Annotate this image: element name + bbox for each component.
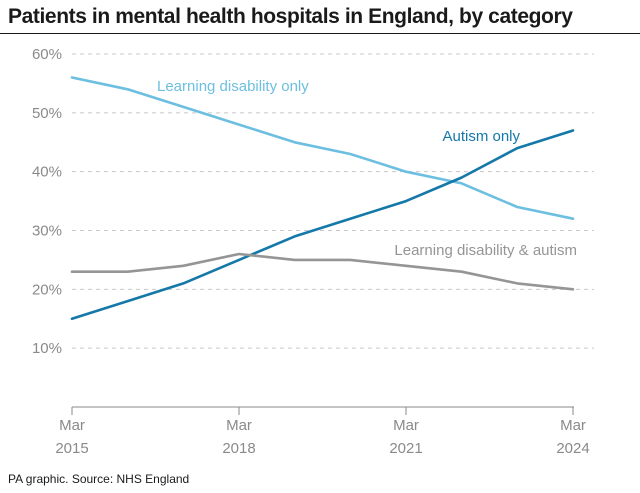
series-line-1 bbox=[70, 129, 575, 321]
x-tick-year-2015: 2015 bbox=[55, 440, 88, 457]
y-tick-labels: 10% 20% 30% 40% 50% 60% bbox=[32, 46, 62, 357]
y-tick-label-10: 10% bbox=[32, 340, 62, 357]
y-tick-label-20: 20% bbox=[32, 281, 62, 298]
x-axis bbox=[71, 406, 574, 415]
x-tick-year-2021: 2021 bbox=[389, 440, 422, 457]
grid-lines bbox=[72, 53, 594, 349]
x-tick-month-2015: Mar bbox=[59, 417, 85, 434]
title-divider bbox=[0, 33, 640, 34]
series-labels: Learning disability only Autism only Learn… bbox=[157, 78, 577, 259]
series-label-1: Autism only bbox=[442, 128, 520, 145]
series-lines bbox=[70, 76, 575, 321]
x-tick-month-2021: Mar bbox=[393, 417, 419, 434]
x-tick-month-2018: Mar bbox=[226, 417, 252, 434]
y-tick-label-40: 40% bbox=[32, 164, 62, 181]
y-tick-label-60: 60% bbox=[32, 46, 62, 63]
x-tick-labels: Mar 2015 Mar 2018 Mar 2021 Mar 2024 bbox=[55, 417, 589, 457]
y-tick-label-50: 50% bbox=[32, 105, 62, 122]
series-label-0: Learning disability only bbox=[157, 78, 309, 95]
x-tick-year-2018: 2018 bbox=[222, 440, 255, 457]
series-line-0 bbox=[70, 76, 575, 220]
y-tick-label-30: 30% bbox=[32, 223, 62, 240]
series-line-2 bbox=[70, 252, 575, 291]
x-tick-year-2024: 2024 bbox=[556, 440, 589, 457]
x-tick-month-2024: Mar bbox=[560, 417, 586, 434]
source-note: PA graphic. Source: NHS England bbox=[8, 472, 190, 486]
series-label-2: Learning disability & autism bbox=[394, 242, 577, 259]
chart-title: Patients in mental health hospitals in E… bbox=[8, 5, 573, 28]
